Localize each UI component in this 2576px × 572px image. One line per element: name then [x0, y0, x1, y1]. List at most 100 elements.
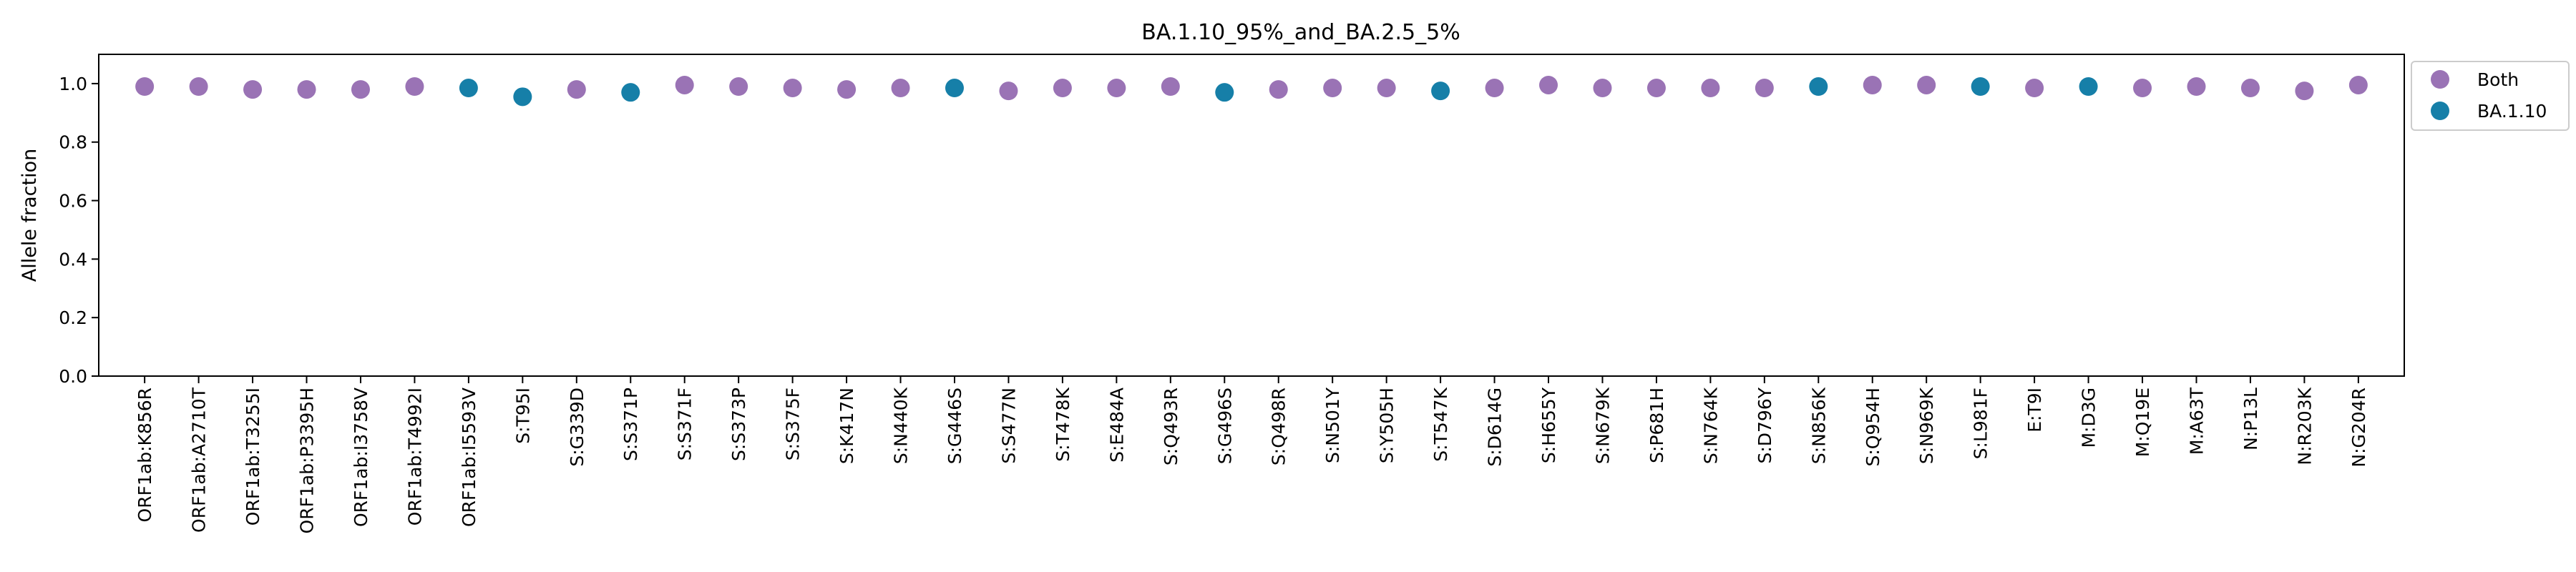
- x-tick-label: S:Q498R: [1269, 388, 1289, 465]
- x-tick-label: S:K417N: [836, 388, 857, 464]
- y-tick-label: 0.4: [59, 249, 87, 270]
- data-point: [2348, 75, 2368, 94]
- data-point: [1377, 79, 1396, 98]
- y-axis-label: Allele fraction: [19, 149, 41, 282]
- x-tick-label: S:Q954H: [1863, 388, 1883, 467]
- x-tick-label: S:S371F: [675, 388, 696, 460]
- x-tick-label: ORF1ab:A2710T: [189, 387, 210, 533]
- legend-marker: [2431, 102, 2449, 120]
- x-tick-label: N:R203K: [2294, 387, 2315, 465]
- data-point: [2240, 79, 2260, 98]
- x-tick-label: S:N501Y: [1322, 387, 1343, 463]
- series-ba-1-10: [459, 77, 2098, 107]
- x-tick-label: M:A63T: [2186, 387, 2207, 455]
- x-tick-label: ORF1ab:T3255I: [243, 388, 263, 526]
- x-tick-label: S:D614G: [1485, 388, 1506, 467]
- x-tick-label: ORF1ab:K856R: [135, 388, 155, 522]
- x-tick-label: S:L981F: [1971, 388, 1991, 459]
- data-point: [1323, 79, 1342, 98]
- x-tick-label: S:S373P: [728, 388, 749, 461]
- data-point: [297, 80, 316, 99]
- x-tick-label: S:E484A: [1106, 388, 1127, 463]
- data-point: [1863, 75, 1882, 94]
- y-tick-label: 0.2: [59, 307, 87, 328]
- data-point: [999, 82, 1018, 101]
- x-tick-label: S:N969K: [1916, 387, 1937, 464]
- data-point: [945, 79, 964, 98]
- x-tick-label: S:N856K: [1808, 387, 1829, 464]
- data-point: [513, 87, 532, 107]
- chart-title: BA.1.10_95%_and_BA.2.5_5%: [1141, 20, 1460, 45]
- x-tick-label: ORF1ab:P3395H: [297, 388, 318, 533]
- x-tick-label: S:T478K: [1053, 387, 1073, 461]
- legend-marker: [2431, 70, 2449, 89]
- x-tick-label: S:T95I: [512, 388, 533, 444]
- data-point: [783, 79, 802, 98]
- x-tick-label: E:T9I: [2024, 388, 2045, 433]
- x-tick-label: S:S371P: [620, 388, 641, 461]
- y-tick-label: 0.0: [59, 366, 87, 387]
- data-point: [1755, 79, 1774, 98]
- data-point: [729, 77, 748, 96]
- data-points: [135, 75, 2368, 107]
- data-point: [189, 77, 208, 96]
- x-tick-label: S:G446S: [945, 388, 965, 464]
- x-tick-label: S:Y505H: [1377, 388, 1397, 463]
- data-point: [1161, 77, 1180, 96]
- data-point: [1917, 75, 1936, 94]
- legend: Both BA.1.10: [2411, 61, 2570, 131]
- data-point: [1809, 77, 1828, 96]
- x-tick-label: N:G204R: [2348, 388, 2369, 468]
- x-tick-label: S:G496S: [1214, 388, 1235, 464]
- x-tick-label: S:S375F: [783, 388, 804, 460]
- data-point: [1215, 83, 1234, 102]
- data-point: [891, 79, 910, 98]
- x-tick-label: S:G339D: [567, 388, 587, 467]
- x-tick-label: S:H655Y: [1538, 387, 1559, 463]
- data-point: [2295, 82, 2314, 101]
- data-point: [1269, 80, 1288, 99]
- x-tick-label: S:N440K: [891, 387, 912, 464]
- data-point: [2079, 77, 2098, 96]
- data-point: [2187, 77, 2206, 96]
- plot-frame: [98, 54, 2405, 377]
- data-point: [1971, 77, 1990, 96]
- x-tick-label: S:D796Y: [1755, 387, 1775, 463]
- data-point: [243, 80, 263, 99]
- data-point: [1593, 79, 1612, 98]
- y-tick-label: 1.0: [59, 74, 87, 94]
- data-point: [351, 80, 370, 99]
- x-tick-label: N:P13L: [2240, 388, 2261, 450]
- data-point: [567, 80, 586, 99]
- x-tick-label: ORF1ab:I3758V: [351, 388, 371, 527]
- data-point: [1053, 79, 1072, 98]
- series-both: [135, 75, 2368, 101]
- data-point: [1431, 82, 1450, 101]
- x-tick-label: S:S477N: [998, 388, 1019, 464]
- y-axis: 0.0 0.2 0.4 0.6 0.8 1.0: [59, 74, 99, 387]
- x-tick-label: M:D3G: [2079, 388, 2099, 448]
- x-axis: ORF1ab:K856R ORF1ab:A2710T ORF1ab:T3255I OR…: [135, 376, 2369, 533]
- x-tick-label: ORF1ab:T4992I: [404, 388, 425, 526]
- x-tick-label: S:T547K: [1430, 387, 1451, 461]
- data-point: [1485, 79, 1504, 98]
- x-tick-label: S:P681H: [1646, 388, 1667, 463]
- y-tick-label: 0.6: [59, 191, 87, 212]
- data-point: [1701, 79, 1720, 98]
- x-tick-label: S:N679K: [1592, 387, 1613, 464]
- data-point: [135, 77, 155, 96]
- data-point: [459, 79, 478, 98]
- legend-frame: [2411, 61, 2570, 131]
- data-point: [837, 80, 857, 99]
- legend-label: Both: [2477, 69, 2519, 90]
- data-point: [2133, 79, 2152, 98]
- x-tick-label: S:N764K: [1700, 387, 1721, 464]
- y-tick-label: 0.8: [59, 132, 87, 153]
- legend-label: BA.1.10: [2477, 101, 2547, 122]
- data-point: [405, 77, 424, 96]
- x-tick-label: M:Q19E: [2132, 388, 2153, 457]
- data-point: [2025, 79, 2044, 98]
- data-point: [1646, 79, 1666, 98]
- x-tick-label: S:Q493R: [1161, 388, 1181, 465]
